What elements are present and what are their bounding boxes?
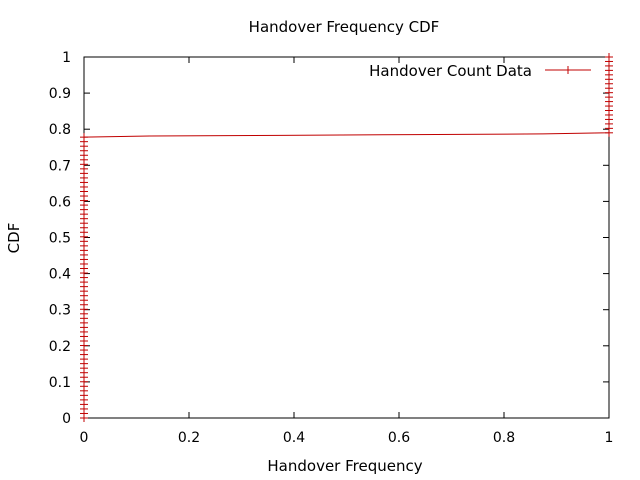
x-tick-label: 1 xyxy=(605,430,614,446)
x-tick-label: 0 xyxy=(80,430,89,446)
series-layer xyxy=(80,53,613,422)
y-tick-label: 0.7 xyxy=(49,158,71,174)
y-tick-label: 0 xyxy=(62,411,71,427)
x-tick-label: 0.6 xyxy=(388,430,410,446)
y-tick-label: 0.1 xyxy=(49,375,71,391)
data-point xyxy=(80,133,88,142)
legend: Handover Count Data xyxy=(369,62,591,80)
y-tick-label: 0.6 xyxy=(49,194,71,210)
x-axis: 0 0.2 0.4 0.6 0.8 1 xyxy=(80,57,614,446)
chart-title: Handover Frequency CDF xyxy=(249,18,440,36)
y-tick-label: 0.8 xyxy=(49,122,71,138)
y-tick-label: 0.9 xyxy=(49,86,71,102)
x-tick-label: 0.4 xyxy=(283,430,305,446)
y-axis: 0 0.1 0.2 0.3 0.4 0.5 0.6 0.7 0.8 0.9 1 xyxy=(49,50,609,427)
series-line xyxy=(83,57,610,418)
y-tick-label: 0.2 xyxy=(49,339,71,355)
y-axis-label: CDF xyxy=(5,223,23,254)
plot-border xyxy=(83,56,610,419)
y-tick-label: 1 xyxy=(62,50,71,66)
x-axis-label: Handover Frequency xyxy=(267,457,422,475)
legend-point xyxy=(564,66,572,74)
legend-marker xyxy=(564,66,572,74)
y-tick-label: 0.3 xyxy=(49,303,71,319)
x-tick-label: 0.8 xyxy=(493,430,515,446)
data-point xyxy=(605,53,613,61)
legend-label: Handover Count Data xyxy=(369,62,532,80)
x-tick-label: 0.2 xyxy=(178,430,200,446)
plot-frame xyxy=(83,56,610,419)
y-tick-label: 0.5 xyxy=(49,231,71,247)
y-tick-label: 0.4 xyxy=(49,267,71,283)
